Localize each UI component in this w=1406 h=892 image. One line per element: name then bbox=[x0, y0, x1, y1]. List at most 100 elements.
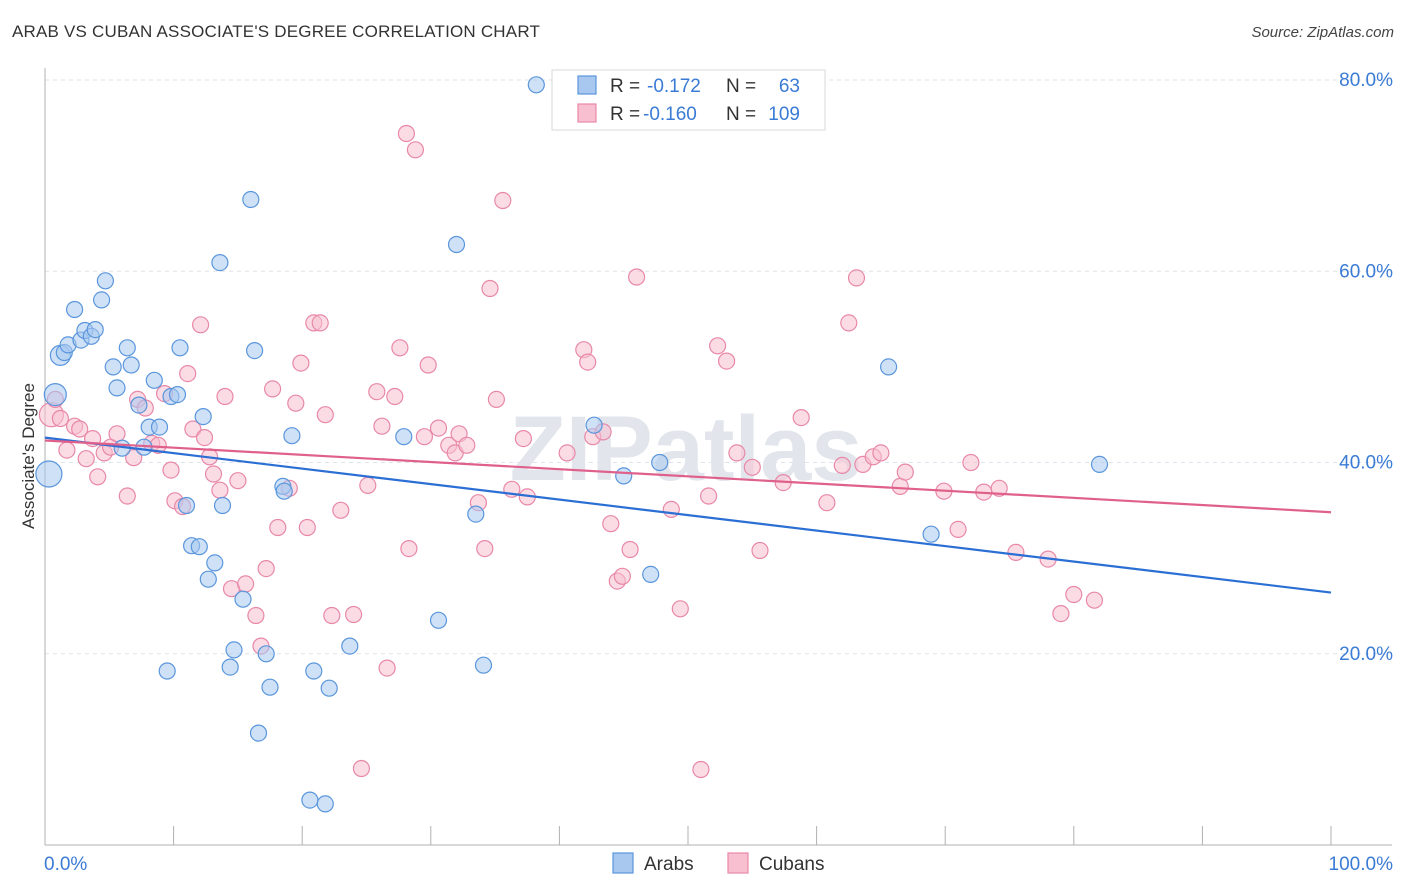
cuban-point-28 bbox=[211, 481, 229, 499]
cuban-point-81 bbox=[621, 540, 639, 559]
arab-point-58 bbox=[642, 565, 660, 584]
cuban-point-24 bbox=[192, 316, 210, 334]
arab-point-13 bbox=[108, 379, 126, 397]
arab-point-34 bbox=[221, 658, 239, 676]
cuban-point-53 bbox=[386, 387, 404, 406]
axes bbox=[44, 68, 1392, 846]
cuban-point-27 bbox=[204, 465, 223, 483]
arab-point-55 bbox=[527, 76, 545, 94]
cuban-point-101 bbox=[891, 477, 909, 495]
legend-n-label-cubans: N = bbox=[726, 104, 756, 125]
arab-point-56 bbox=[585, 416, 603, 434]
arab-point-52 bbox=[447, 235, 466, 254]
cuban-point-47 bbox=[345, 605, 363, 624]
cuban-point-57 bbox=[406, 141, 424, 159]
cuban-point-86 bbox=[699, 487, 718, 505]
cuban-point-51 bbox=[373, 417, 391, 435]
arab-point-47 bbox=[316, 795, 334, 813]
legend-n-label-arabs: N = bbox=[726, 76, 756, 97]
cuban-point-35 bbox=[257, 559, 275, 578]
arab-point-51 bbox=[429, 611, 448, 629]
cuban-point-111 bbox=[1065, 585, 1083, 604]
arab-point-62 bbox=[1090, 455, 1109, 473]
y-axis-title: Associate's Degree bbox=[19, 383, 38, 529]
cuban-point-43 bbox=[311, 314, 329, 332]
cuban-point-75 bbox=[579, 353, 597, 371]
arab-point-48 bbox=[320, 679, 338, 697]
arab-point-22 bbox=[158, 662, 176, 680]
arab-point-11 bbox=[96, 272, 115, 290]
cuban-point-55 bbox=[397, 124, 415, 143]
cuban-point-41 bbox=[298, 518, 316, 537]
arab-point-41 bbox=[261, 678, 279, 696]
arab-point-21 bbox=[150, 418, 169, 436]
cuban-point-3 bbox=[58, 441, 76, 459]
cuban-point-37 bbox=[269, 518, 287, 537]
cuban-point-2 bbox=[51, 409, 70, 428]
cuban-point-69 bbox=[494, 191, 512, 210]
arab-point-59 bbox=[651, 453, 669, 472]
cuban-point-108 bbox=[1007, 543, 1025, 562]
legend-swatch-cubans-bottom bbox=[727, 852, 749, 874]
cuban-point-48 bbox=[352, 759, 370, 778]
arab-point-46 bbox=[305, 662, 323, 680]
arab-point-1 bbox=[43, 383, 67, 407]
cuban-point-44 bbox=[316, 406, 334, 424]
cuban-point-8 bbox=[89, 468, 107, 486]
series-legend: Arabs Cubans bbox=[612, 852, 825, 875]
cuban-point-46 bbox=[332, 501, 350, 519]
arab-point-43 bbox=[275, 482, 293, 500]
cuban-point-93 bbox=[792, 409, 810, 427]
correlation-legend: R = -0.172 N = 63 R = -0.160 N = 109 bbox=[551, 69, 826, 131]
arab-point-33 bbox=[213, 496, 232, 515]
arab-point-10 bbox=[92, 291, 111, 309]
trend-lines bbox=[44, 436, 1332, 594]
arab-point-61 bbox=[922, 525, 940, 543]
legend-label-arabs: Arabs bbox=[644, 854, 694, 875]
arab-point-26 bbox=[177, 496, 196, 515]
arab-point-31 bbox=[206, 554, 224, 572]
cuban-point-12 bbox=[118, 487, 136, 505]
cuban-point-105 bbox=[962, 453, 980, 472]
arab-point-53 bbox=[467, 505, 485, 523]
cuban-point-33 bbox=[247, 606, 265, 625]
cuban-point-64 bbox=[458, 436, 476, 454]
cuban-point-100 bbox=[872, 444, 890, 462]
arab-point-39 bbox=[249, 724, 268, 742]
y-tick-label: 80.0% bbox=[1339, 70, 1393, 91]
cuban-point-90 bbox=[743, 458, 761, 476]
legend-swatch-arabs bbox=[577, 75, 597, 95]
cuban-point-97 bbox=[847, 269, 866, 287]
data-points bbox=[35, 76, 1109, 813]
legend-n-value-cubans: 109 bbox=[768, 104, 800, 125]
cuban-point-107 bbox=[990, 479, 1008, 497]
legend-r-value-arabs: -0.172 bbox=[647, 76, 701, 97]
chart-source: Source: ZipAtlas.com bbox=[1251, 24, 1394, 41]
cuban-point-58 bbox=[415, 428, 433, 446]
cuban-point-11 bbox=[108, 425, 126, 443]
arab-point-44 bbox=[283, 427, 301, 445]
cuban-point-5 bbox=[71, 420, 89, 438]
cuban-point-89 bbox=[728, 444, 746, 462]
legend-n-value-arabs: 63 bbox=[779, 76, 800, 97]
cuban-point-95 bbox=[833, 456, 851, 474]
cuban-point-54 bbox=[391, 339, 409, 357]
cuban-point-29 bbox=[216, 387, 234, 406]
cuban-point-78 bbox=[602, 515, 620, 533]
cuban-point-49 bbox=[359, 476, 377, 494]
cuban-point-19 bbox=[162, 461, 180, 479]
cuban-point-94 bbox=[818, 494, 836, 512]
cuban-point-22 bbox=[179, 365, 197, 383]
cuban-trend-line bbox=[44, 439, 1332, 514]
cuban-point-72 bbox=[514, 430, 533, 448]
cuban-point-45 bbox=[323, 606, 341, 625]
chart-title: ARAB VS CUBAN ASSOCIATE'S DEGREE CORRELA… bbox=[12, 22, 541, 41]
cuban-point-85 bbox=[692, 760, 710, 779]
arab-point-50 bbox=[395, 428, 413, 446]
cuban-point-31 bbox=[229, 472, 247, 490]
cuban-point-68 bbox=[487, 390, 505, 408]
arab-point-16 bbox=[122, 356, 140, 374]
arab-point-45 bbox=[301, 791, 319, 809]
y-tick-label: 60.0% bbox=[1339, 261, 1393, 282]
cuban-point-110 bbox=[1052, 604, 1070, 623]
